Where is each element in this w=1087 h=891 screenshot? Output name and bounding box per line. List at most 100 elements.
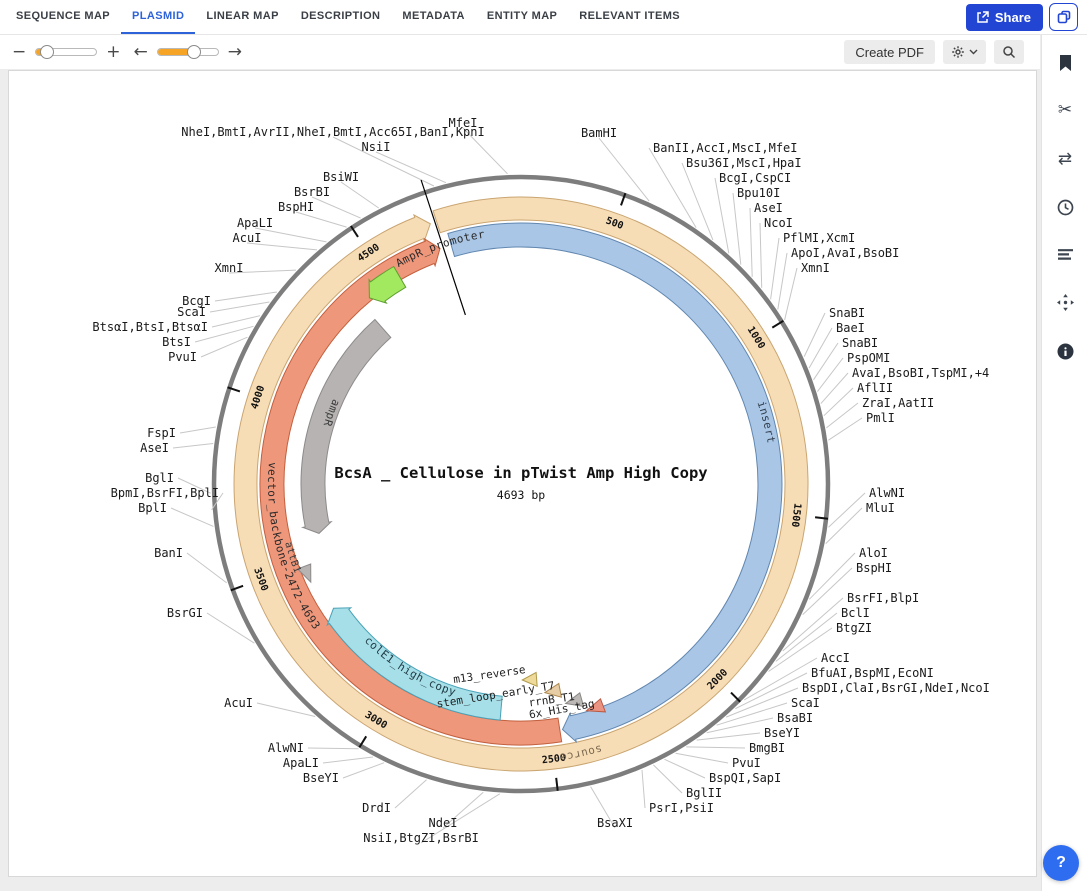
move-crosshair-icon[interactable] (1042, 287, 1087, 317)
enzyme-label[interactable]: AccI (821, 651, 850, 665)
feature-insert[interactable] (447, 222, 783, 744)
enzyme-label[interactable]: ScaI (177, 305, 206, 319)
enzyme-label[interactable]: BanI (154, 546, 183, 560)
enzyme-label[interactable]: AcuI (233, 231, 262, 245)
enzyme-label[interactable]: AlwNI (268, 741, 304, 755)
enzyme-label[interactable]: SnaBI (829, 306, 865, 320)
enzyme-label[interactable]: BanII,AccI,MscI,MfeI (653, 141, 798, 155)
create-pdf-button[interactable]: Create PDF (844, 40, 935, 64)
enzyme-label[interactable]: BspQI,SapI (709, 771, 781, 785)
enzyme-label[interactable]: BspDI,ClaI,BsrGI,NdeI,NcoI (802, 681, 990, 695)
tab-description[interactable]: DESCRIPTION (300, 10, 381, 22)
enzyme-label[interactable]: PmlI (866, 411, 895, 425)
tab-entity-map[interactable]: ENTITY MAP (486, 10, 558, 22)
help-button[interactable]: ? (1043, 845, 1079, 881)
enzyme-label[interactable]: PsrI,PsiI (649, 801, 714, 815)
clock-icon[interactable] (1042, 192, 1087, 222)
pan-right-icon[interactable]: → (227, 41, 242, 62)
zoom-slider-knob[interactable] (40, 45, 55, 59)
bookmark-icon[interactable] (1042, 48, 1087, 78)
enzyme-label[interactable]: BsiWI (323, 170, 359, 184)
enzyme-label[interactable]: AflII (857, 381, 893, 395)
swap-arrows-icon[interactable]: ⇄ (1042, 144, 1087, 174)
enzyme-label[interactable]: BsaXI (597, 816, 633, 830)
enzyme-label[interactable]: BcgI (182, 294, 211, 308)
marker-rrnB_T1[interactable] (564, 692, 585, 708)
zoom-slider[interactable] (35, 45, 98, 59)
zoom-in-button[interactable]: + (106, 41, 121, 62)
enzyme-label[interactable]: MfeI (449, 116, 478, 130)
enzyme-label[interactable]: BseYI (303, 771, 339, 785)
enzyme-label[interactable]: BtsI (162, 335, 191, 349)
enzyme-label[interactable]: BsrBI (294, 185, 330, 199)
enzyme-label[interactable]: AloI (859, 546, 888, 560)
enzyme-label[interactable]: BcgI,CspCI (719, 171, 791, 185)
enzyme-label[interactable]: BsaBI (777, 711, 813, 725)
enzyme-label[interactable]: AseI (754, 201, 783, 215)
enzyme-label[interactable]: FspI (147, 426, 176, 440)
enzyme-label[interactable]: BsrFI,BlpI (847, 591, 919, 605)
enzyme-label[interactable]: PvuI (732, 756, 761, 770)
scissors-icon[interactable]: ✂ (1042, 95, 1087, 125)
marker-m13_reverse[interactable] (521, 671, 538, 688)
feature-colE1_high_copy[interactable] (326, 607, 503, 721)
enzyme-label[interactable]: PspOMI (847, 351, 890, 365)
enzyme-label[interactable]: MluI (866, 501, 895, 515)
rotate-slider-knob[interactable] (186, 45, 201, 59)
pan-left-icon[interactable]: ← (133, 41, 148, 62)
search-button[interactable] (994, 40, 1024, 64)
share-button[interactable]: Share (965, 4, 1043, 31)
enzyme-label[interactable]: AseI (140, 441, 169, 455)
duplicate-button[interactable] (1049, 3, 1078, 31)
feature-source[interactable] (233, 196, 809, 772)
enzyme-label[interactable]: Bpu10I (737, 186, 780, 200)
enzyme-label[interactable]: NsiI,BtgZI,BsrBI (363, 831, 479, 845)
marker-label-m13_reverse[interactable]: m13_reverse (452, 663, 526, 686)
info-icon[interactable] (1042, 336, 1087, 366)
tab-plasmid[interactable]: PLASMID (121, 0, 196, 34)
enzyme-label[interactable]: AlwNI (869, 486, 905, 500)
enzyme-label[interactable]: BtsαI,BtsI,BtsαI (92, 320, 208, 334)
marker-label-rrnB_T1[interactable]: rrnB_T1 (528, 690, 576, 709)
enzyme-label[interactable]: NheI,BmtI,AvrII,NheI,BmtI,Acc65I,BanI,Kp… (181, 125, 484, 139)
enzyme-label[interactable]: XmnI (215, 261, 244, 275)
marker-attB1[interactable] (296, 563, 312, 584)
enzyme-label[interactable]: SnaBI (842, 336, 878, 350)
tab-linear-map[interactable]: LINEAR MAP (206, 10, 279, 22)
enzyme-label[interactable]: BmgBI (749, 741, 785, 755)
enzyme-label[interactable]: NsiI (362, 140, 391, 154)
enzyme-label[interactable]: AvaI,BsoBI,TspMI,+4 (852, 366, 989, 380)
enzyme-label[interactable]: BpmI,BsrFI,BplI (111, 486, 219, 500)
tab-metadata[interactable]: METADATA (402, 10, 465, 22)
enzyme-label[interactable]: BspHI (278, 200, 314, 214)
enzyme-label[interactable]: BtgZI (836, 621, 872, 635)
enzyme-label[interactable]: ApaLI (237, 216, 273, 230)
enzyme-label[interactable]: ScaI (791, 696, 820, 710)
enzyme-label[interactable]: BseYI (764, 726, 800, 740)
zoom-out-button[interactable]: − (12, 41, 27, 62)
enzyme-label[interactable]: Bsu36I,MscI,HpaI (686, 156, 802, 170)
feature-AmpR_promoter[interactable] (368, 265, 407, 305)
enzyme-label[interactable]: BplI (138, 501, 167, 515)
enzyme-label[interactable]: AcuI (224, 696, 253, 710)
enzyme-label[interactable]: BclI (841, 606, 870, 620)
enzyme-label[interactable]: ZraI,AatII (862, 396, 934, 410)
enzyme-label[interactable]: DrdI (362, 801, 391, 815)
enzyme-label[interactable]: BglII (686, 786, 722, 800)
enzyme-label[interactable]: BaeI (836, 321, 865, 335)
rotate-slider[interactable] (156, 45, 219, 59)
enzyme-label[interactable]: BamHI (581, 126, 617, 140)
enzyme-label[interactable]: BsrGI (167, 606, 203, 620)
enzyme-label[interactable]: ApoI,AvaI,BsoBI (791, 246, 899, 260)
tab-sequence-map[interactable]: SEQUENCE MAP (16, 10, 111, 22)
enzyme-label[interactable]: PflMI,XcmI (783, 231, 855, 245)
enzyme-label[interactable]: ApaLI (283, 756, 319, 770)
enzyme-label[interactable]: BglI (145, 471, 174, 485)
align-lines-icon[interactable] (1042, 240, 1087, 270)
enzyme-label[interactable]: PvuI (168, 350, 197, 364)
enzyme-label[interactable]: BspHI (856, 561, 892, 575)
tab-relevant-items[interactable]: RELEVANT ITEMS (579, 10, 681, 22)
marker-6x_His_tag[interactable] (585, 697, 607, 713)
enzyme-label[interactable]: NcoI (764, 216, 793, 230)
enzyme-label[interactable]: BfuAI,BspMI,EcoNI (811, 666, 934, 680)
